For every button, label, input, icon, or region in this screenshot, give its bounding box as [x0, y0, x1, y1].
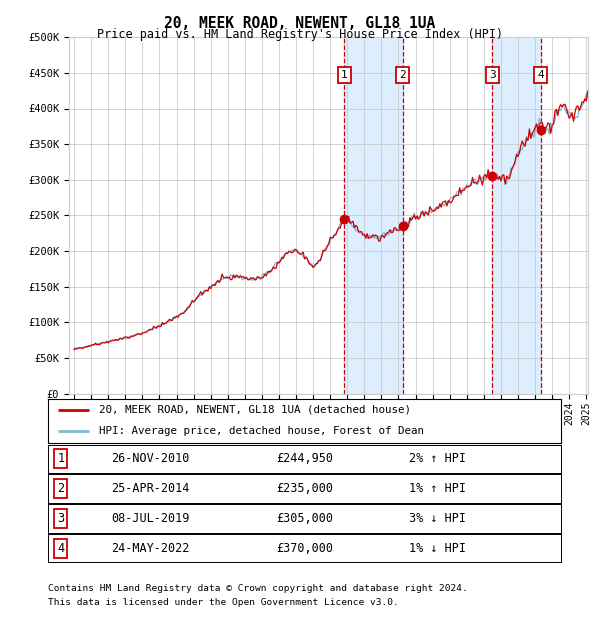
Text: 2: 2 — [57, 482, 64, 495]
Text: 25-APR-2014: 25-APR-2014 — [112, 482, 190, 495]
Text: 1% ↑ HPI: 1% ↑ HPI — [409, 482, 466, 495]
Text: 08-JUL-2019: 08-JUL-2019 — [112, 512, 190, 525]
Text: £235,000: £235,000 — [276, 482, 333, 495]
Text: £370,000: £370,000 — [276, 542, 333, 554]
Text: HPI: Average price, detached house, Forest of Dean: HPI: Average price, detached house, Fore… — [100, 426, 424, 436]
Text: 2% ↑ HPI: 2% ↑ HPI — [409, 453, 466, 465]
Text: 4: 4 — [57, 542, 64, 554]
Text: 20, MEEK ROAD, NEWENT, GL18 1UA: 20, MEEK ROAD, NEWENT, GL18 1UA — [164, 16, 436, 30]
Text: 20, MEEK ROAD, NEWENT, GL18 1UA (detached house): 20, MEEK ROAD, NEWENT, GL18 1UA (detache… — [100, 405, 412, 415]
Bar — [493, 37, 541, 394]
Text: 26-NOV-2010: 26-NOV-2010 — [112, 453, 190, 465]
Text: 1: 1 — [57, 453, 64, 465]
Text: 3% ↓ HPI: 3% ↓ HPI — [409, 512, 466, 525]
Text: 1: 1 — [341, 70, 348, 80]
Text: £244,950: £244,950 — [276, 453, 333, 465]
Text: 24-MAY-2022: 24-MAY-2022 — [112, 542, 190, 554]
Text: Contains HM Land Registry data © Crown copyright and database right 2024.: Contains HM Land Registry data © Crown c… — [48, 584, 468, 593]
Text: 4: 4 — [538, 70, 544, 80]
Text: This data is licensed under the Open Government Licence v3.0.: This data is licensed under the Open Gov… — [48, 598, 399, 607]
Text: 3: 3 — [57, 512, 64, 525]
Text: 1% ↓ HPI: 1% ↓ HPI — [409, 542, 466, 554]
Bar — [344, 37, 403, 394]
Text: 3: 3 — [489, 70, 496, 80]
Text: Price paid vs. HM Land Registry's House Price Index (HPI): Price paid vs. HM Land Registry's House … — [97, 28, 503, 41]
Text: 2: 2 — [400, 70, 406, 80]
Text: £305,000: £305,000 — [276, 512, 333, 525]
